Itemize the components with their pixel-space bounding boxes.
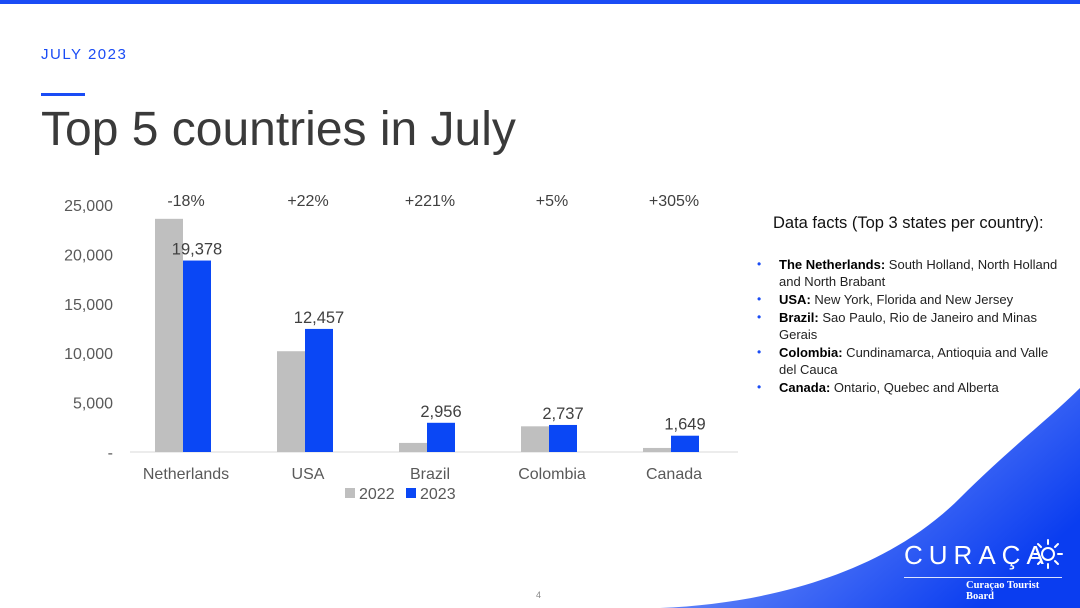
fact-label: Colombia: (779, 345, 843, 360)
bullet-icon: • (757, 257, 762, 271)
change-label: +221% (405, 193, 455, 210)
y-tick-label: 25,000 (64, 198, 113, 215)
top-accent-bar (0, 0, 1080, 4)
facts-title: Data facts (Top 3 states per country): (773, 214, 1044, 232)
bar-2023 (305, 328, 333, 452)
bar-2022 (643, 447, 671, 452)
fact-text: New York, Florida and New Jersey (810, 292, 1014, 307)
fact-item: • USA: New York, Florida and New Jersey (757, 291, 1067, 308)
change-label: +22% (287, 193, 328, 210)
bar-2023 (549, 424, 577, 452)
change-label: -18% (167, 193, 204, 210)
title-accent-line (41, 93, 85, 96)
data-label-2023: 12,457 (294, 309, 344, 327)
y-tick-label: 5,000 (73, 396, 113, 413)
fact-text: South Holland, North Holland and North B… (779, 257, 1058, 289)
fact-item: • Canada: Ontario, Quebec and Alberta (757, 379, 1067, 396)
legend-label-2023: 2023 (420, 486, 456, 503)
page-title: Top 5 countries in July (41, 103, 516, 156)
bar-chart: - 5,000 10,000 15,000 20,000 25,000 19,378 -18%… (64, 193, 738, 503)
fact-text: Cundinamarca, Antioquia and Valle del Ca… (779, 345, 1049, 377)
fact-label: Brazil: (779, 310, 819, 325)
logo-divider (904, 577, 1062, 578)
logo-wordmark: CURAÇA (904, 540, 1050, 570)
bar-2022 (155, 218, 183, 452)
fact-item: • The Netherlands: South Holland, North H… (757, 256, 1067, 290)
logo-subtitle: Curaçao Tourist Board (966, 580, 1040, 602)
legend-swatch-2023 (406, 488, 416, 498)
fact-label: The Netherlands: (779, 257, 886, 272)
bullet-icon: • (757, 380, 762, 394)
data-label-2023: 2,956 (420, 403, 461, 421)
data-label-2023: 2,737 (542, 405, 583, 423)
y-tick-label: 20,000 (64, 247, 113, 264)
bar-2022 (277, 351, 305, 452)
y-tick-label: 10,000 (64, 346, 113, 363)
fact-label: Canada: (779, 380, 831, 395)
bullet-icon: • (757, 310, 762, 324)
fact-item: • Brazil: Sao Paulo, Rio de Janeiro and M… (757, 309, 1067, 343)
date-eyebrow: JULY 2023 (41, 46, 128, 63)
bar-2022 (521, 426, 549, 452)
bar-2022 (399, 442, 427, 452)
curacao-logo: CURAÇA Curaçao Tourist Board (900, 539, 1065, 602)
data-label-2023: 19,378 (172, 241, 222, 259)
corner-wave-graphic (660, 388, 1080, 608)
bar-2023 (671, 435, 699, 452)
bar-2023 (427, 422, 455, 452)
category-label: Colombia (518, 466, 586, 483)
facts-list: • The Netherlands: South Holland, North H… (757, 256, 1067, 397)
y-tick-label: - (108, 445, 113, 462)
legend-swatch-2022 (345, 488, 355, 498)
bullet-icon: • (757, 292, 762, 306)
change-label: +305% (649, 193, 699, 210)
category-label: Netherlands (143, 466, 229, 483)
fact-label: USA: (779, 292, 811, 307)
bar-2023 (183, 260, 211, 452)
data-label-2023: 1,649 (664, 416, 705, 434)
fact-item: • Colombia: Cundinamarca, Antioquia and V… (757, 344, 1067, 378)
sun-icon (1033, 539, 1063, 569)
category-label: Canada (646, 466, 702, 483)
fact-text: Sao Paulo, Rio de Janeiro and Minas Gera… (779, 310, 1037, 342)
fact-text: Ontario, Quebec and Alberta (830, 380, 999, 395)
legend-label-2022: 2022 (359, 486, 395, 503)
change-label: +5% (536, 193, 568, 210)
category-label: USA (292, 466, 325, 483)
bullet-icon: • (757, 345, 762, 359)
page-number: 4 (536, 590, 542, 600)
category-label: Brazil (410, 466, 450, 483)
y-tick-label: 15,000 (64, 297, 113, 314)
